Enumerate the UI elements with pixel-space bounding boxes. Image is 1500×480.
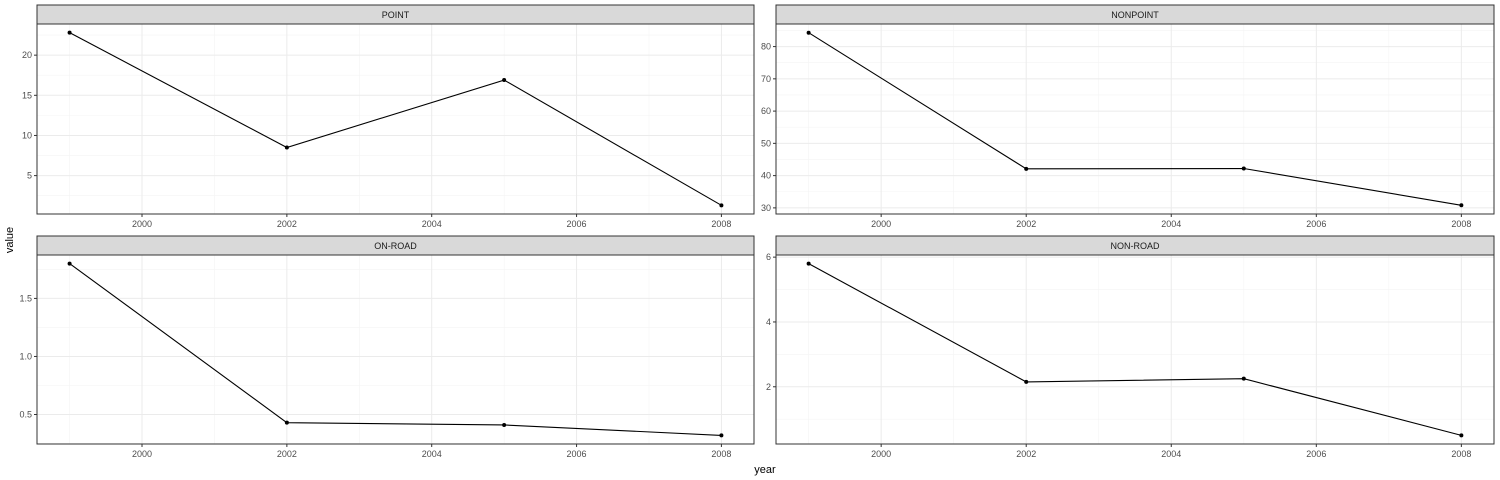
x-tick-label: 2000 (132, 219, 152, 229)
x-tick-label: 2004 (1161, 449, 1181, 459)
x-tick-label: 2002 (1016, 219, 1036, 229)
y-tick-label: 10 (22, 130, 32, 140)
x-tick-label: 2004 (1161, 219, 1181, 229)
panel-point: POINT 2000 2002 2004 2006 2008 5 10 15 20 (22, 4, 755, 229)
x-tick-label: 2006 (1306, 219, 1326, 229)
y-tick-label: 0.5 (19, 410, 32, 420)
data-point-non-road-2002 (1024, 379, 1029, 384)
data-point-non-road-1999 (806, 261, 811, 266)
data-point-point-2002 (284, 145, 289, 150)
data-point-on-road-2002 (284, 420, 289, 425)
data-point-on-road-1999 (67, 261, 72, 266)
y-tick-label: 50 (761, 138, 771, 148)
series-line-point (69, 32, 722, 206)
y-tick-label: 2 (766, 382, 771, 392)
series-line-nonpoint (808, 32, 1462, 206)
y-tick-label: 5 (27, 171, 32, 181)
panel-border (775, 254, 1495, 445)
y-axis-title: value (4, 227, 16, 253)
panel-border (36, 23, 755, 215)
y-tick-label: 60 (761, 106, 771, 116)
y-tick-label: 30 (761, 203, 771, 213)
strip-label-point: POINT (382, 10, 410, 20)
x-tick-label: 2002 (277, 449, 297, 459)
x-axis-title: year (754, 464, 776, 476)
y-tick-label: 20 (22, 50, 32, 60)
x-tick-label: 2002 (277, 219, 297, 229)
data-point-non-road-2008 (1459, 433, 1464, 438)
data-point-point-1999 (67, 30, 72, 35)
x-tick-label: 2006 (1306, 449, 1326, 459)
facet-panels: POINT 2000 2002 2004 2006 2008 5 10 15 20 NONPOINT… (19, 4, 1495, 459)
y-tick-label: 70 (761, 74, 771, 84)
data-point-nonpoint-2008 (1459, 203, 1464, 208)
x-tick-label: 2004 (422, 449, 442, 459)
data-point-point-2008 (719, 203, 724, 208)
data-point-non-road-2005 (1241, 376, 1246, 381)
x-tick-label: 2000 (871, 219, 891, 229)
series-line-on-road (69, 263, 722, 436)
x-tick-label: 2000 (132, 449, 152, 459)
panel-on-road: ON-ROAD 2000 2002 2004 2006 2008 0.5 1.0 1.5 (19, 235, 755, 459)
panel-nonpoint: NONPOINT 2000 2002 2004 2006 2008 30 40 50 60 70 80 (761, 4, 1495, 229)
data-point-nonpoint-2005 (1241, 166, 1246, 171)
data-point-on-road-2008 (719, 433, 724, 438)
x-tick-label: 2008 (711, 219, 731, 229)
strip-label-on-road: ON-ROAD (374, 241, 417, 251)
panel-border (775, 23, 1495, 215)
strip-label-nonpoint: NONPOINT (1111, 10, 1159, 20)
y-tick-label: 40 (761, 171, 771, 181)
x-tick-label: 2006 (567, 449, 587, 459)
y-tick-label: 6 (766, 252, 771, 262)
x-tick-label: 2008 (711, 449, 731, 459)
panel-border (36, 254, 755, 445)
panel-non-road: NON-ROAD 2000 2002 2004 2006 2008 2 4 6 (766, 235, 1495, 459)
x-tick-label: 2008 (1451, 449, 1471, 459)
y-tick-label: 80 (761, 42, 771, 52)
data-point-point-2005 (502, 78, 507, 83)
x-tick-label: 2002 (1016, 449, 1036, 459)
data-point-on-road-2005 (502, 422, 507, 427)
data-point-nonpoint-2002 (1024, 166, 1029, 171)
y-tick-label: 1.5 (19, 293, 32, 303)
x-tick-label: 2004 (422, 219, 442, 229)
x-tick-label: 2006 (567, 219, 587, 229)
strip-label-non-road: NON-ROAD (1111, 241, 1160, 251)
y-tick-label: 1.0 (19, 351, 32, 361)
x-tick-label: 2008 (1451, 219, 1471, 229)
x-tick-label: 2000 (871, 449, 891, 459)
y-tick-label: 15 (22, 90, 32, 100)
y-tick-label: 4 (766, 317, 771, 327)
series-line-non-road (808, 263, 1462, 436)
data-point-nonpoint-1999 (806, 30, 811, 35)
